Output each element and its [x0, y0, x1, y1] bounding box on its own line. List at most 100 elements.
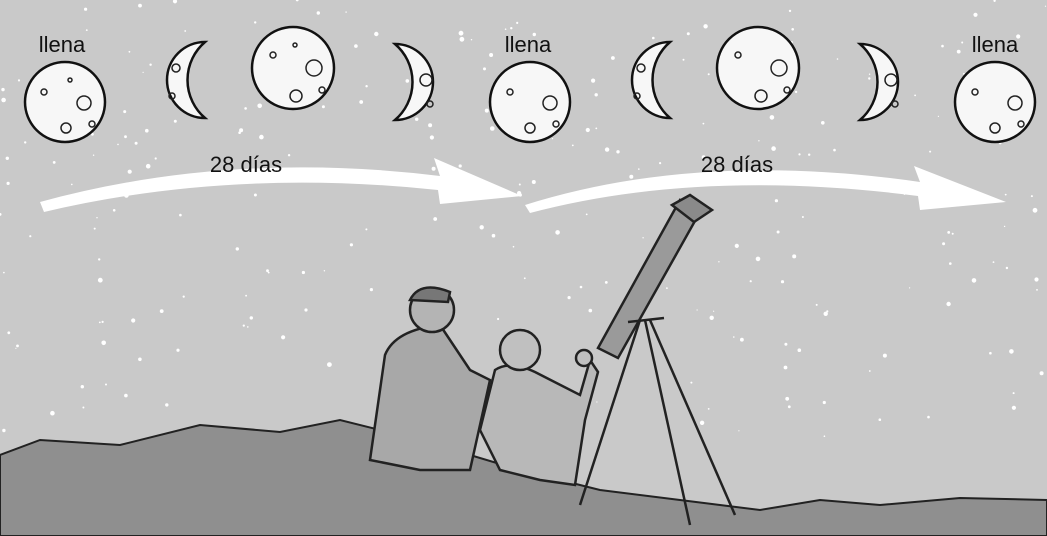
star — [24, 141, 26, 143]
star — [124, 394, 128, 398]
star — [683, 59, 685, 61]
star — [302, 271, 305, 274]
star — [824, 435, 826, 437]
star — [789, 10, 791, 12]
star — [552, 138, 553, 139]
gibbous-moon — [717, 27, 799, 109]
star — [738, 430, 739, 431]
star — [708, 408, 710, 410]
star — [993, 261, 995, 263]
star — [1, 88, 4, 91]
star — [703, 24, 707, 28]
star — [595, 127, 597, 129]
star — [16, 345, 19, 348]
star — [808, 154, 810, 156]
star — [2, 429, 5, 432]
star — [589, 309, 593, 313]
star — [532, 180, 536, 184]
star — [605, 147, 609, 151]
star — [304, 308, 307, 311]
illustration: llena llena llena 28 días 28 días — [0, 0, 1047, 536]
star — [459, 31, 464, 36]
star — [176, 349, 179, 352]
star — [697, 309, 698, 310]
star — [236, 247, 239, 250]
star — [53, 161, 56, 164]
star — [96, 217, 97, 218]
star — [1, 98, 6, 103]
star — [266, 269, 269, 272]
star — [471, 39, 472, 40]
star — [117, 144, 119, 146]
star — [1031, 195, 1033, 197]
star — [490, 126, 495, 131]
star — [1009, 349, 1014, 354]
full-moon — [490, 62, 570, 142]
star — [432, 167, 436, 171]
star — [1006, 267, 1008, 269]
star — [516, 22, 518, 24]
star — [952, 233, 954, 235]
star — [524, 277, 526, 279]
star — [359, 100, 363, 104]
star — [15, 348, 16, 349]
star — [184, 30, 186, 32]
star — [98, 258, 100, 260]
star — [989, 352, 992, 355]
gibbous-moon — [252, 27, 334, 109]
star — [629, 175, 633, 179]
star — [254, 194, 257, 197]
star — [350, 243, 353, 246]
star — [791, 28, 794, 31]
star — [758, 140, 759, 141]
star — [735, 244, 739, 248]
star — [365, 85, 367, 87]
star — [327, 362, 332, 367]
star — [947, 231, 950, 234]
star — [750, 280, 752, 282]
star — [322, 105, 325, 108]
star — [129, 51, 131, 53]
star — [259, 135, 264, 140]
star — [710, 316, 714, 320]
star — [1045, 6, 1046, 7]
star — [703, 123, 705, 125]
star — [86, 29, 88, 31]
star — [586, 214, 588, 216]
star — [415, 118, 418, 121]
arrow-label: 28 días — [701, 152, 773, 177]
star — [972, 278, 977, 283]
star — [101, 341, 106, 346]
star — [883, 354, 887, 358]
star — [1034, 277, 1038, 281]
star — [914, 95, 916, 97]
star — [740, 338, 744, 342]
star — [250, 316, 253, 319]
star — [128, 170, 132, 174]
star — [824, 312, 828, 316]
star — [243, 325, 245, 327]
star — [756, 257, 761, 262]
star — [596, 401, 597, 402]
star — [131, 318, 135, 322]
star — [708, 73, 710, 75]
star — [616, 150, 619, 153]
star — [1013, 392, 1015, 394]
star — [1012, 406, 1016, 410]
star — [98, 278, 103, 283]
star — [50, 411, 55, 416]
star — [1005, 194, 1007, 196]
star — [519, 184, 521, 186]
star — [821, 121, 825, 125]
star — [244, 107, 247, 110]
star — [591, 79, 595, 83]
full-moon — [955, 62, 1035, 142]
star — [833, 149, 836, 152]
star — [700, 421, 704, 425]
star — [245, 295, 247, 297]
star — [497, 318, 499, 320]
star — [143, 72, 144, 73]
star — [957, 50, 961, 54]
star — [949, 262, 952, 265]
star — [572, 145, 574, 147]
